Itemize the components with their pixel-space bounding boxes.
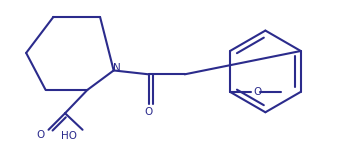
- Text: O: O: [37, 130, 45, 140]
- Text: O: O: [253, 87, 262, 97]
- Text: O: O: [145, 107, 153, 117]
- Text: N: N: [113, 62, 120, 73]
- Text: HO: HO: [61, 131, 77, 141]
